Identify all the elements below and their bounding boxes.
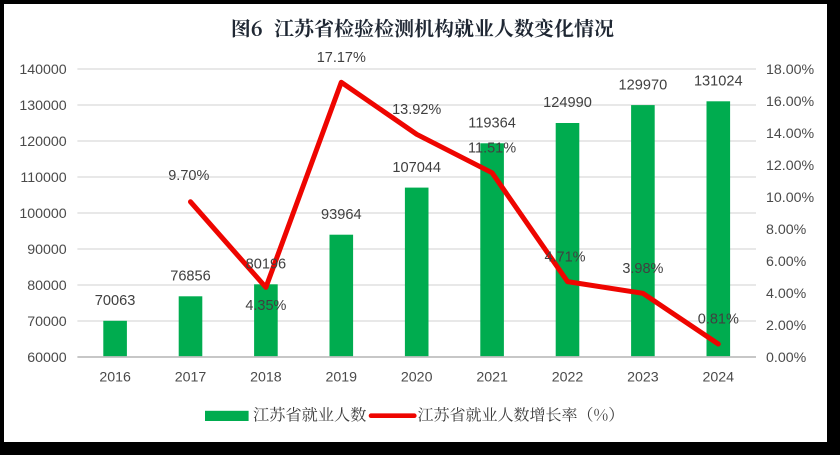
svg-text:18.00%: 18.00% <box>766 62 815 78</box>
svg-text:120000: 120000 <box>19 134 66 150</box>
svg-text:100000: 100000 <box>19 206 66 222</box>
svg-text:2016: 2016 <box>99 370 131 386</box>
svg-text:76856: 76856 <box>170 269 211 285</box>
svg-text:124990: 124990 <box>543 95 592 111</box>
svg-text:11.51%: 11.51% <box>468 141 516 157</box>
svg-text:17.17%: 17.17% <box>317 50 366 66</box>
svg-text:6.00%: 6.00% <box>766 254 807 270</box>
svg-text:2021: 2021 <box>476 370 508 386</box>
svg-text:70063: 70063 <box>95 293 136 309</box>
svg-text:80196: 80196 <box>246 257 287 273</box>
svg-text:4.00%: 4.00% <box>766 286 807 302</box>
svg-text:130000: 130000 <box>19 98 66 114</box>
svg-text:4.35%: 4.35% <box>245 298 286 314</box>
svg-text:2018: 2018 <box>250 370 282 386</box>
svg-text:140000: 140000 <box>19 62 66 78</box>
svg-text:12.00%: 12.00% <box>766 158 815 174</box>
svg-text:4.71%: 4.71% <box>544 249 585 265</box>
svg-text:2022: 2022 <box>552 370 584 386</box>
svg-text:3.98%: 3.98% <box>622 261 663 277</box>
svg-text:0.81%: 0.81% <box>698 312 739 328</box>
svg-text:70000: 70000 <box>27 314 67 330</box>
svg-text:60000: 60000 <box>27 350 67 366</box>
svg-text:90000: 90000 <box>27 242 67 258</box>
svg-text:2023: 2023 <box>627 370 659 386</box>
svg-text:93964: 93964 <box>321 207 362 223</box>
svg-text:8.00%: 8.00% <box>766 222 807 238</box>
svg-text:2.00%: 2.00% <box>766 318 807 334</box>
svg-text:129970: 129970 <box>619 77 668 93</box>
svg-text:13.92%: 13.92% <box>392 102 441 118</box>
svg-text:10.00%: 10.00% <box>766 190 815 206</box>
svg-text:131024: 131024 <box>694 74 743 90</box>
svg-text:14.00%: 14.00% <box>766 126 815 142</box>
svg-text:9.70%: 9.70% <box>168 168 209 184</box>
svg-text:80000: 80000 <box>27 278 67 294</box>
svg-text:0.00%: 0.00% <box>766 350 807 366</box>
svg-text:107044: 107044 <box>392 160 441 176</box>
svg-text:16.00%: 16.00% <box>766 94 815 110</box>
svg-text:2019: 2019 <box>326 370 358 386</box>
svg-text:119364: 119364 <box>468 116 516 132</box>
svg-text:2024: 2024 <box>703 370 735 386</box>
svg-text:2017: 2017 <box>175 370 207 386</box>
svg-text:2020: 2020 <box>401 370 433 386</box>
svg-text:110000: 110000 <box>20 170 66 186</box>
